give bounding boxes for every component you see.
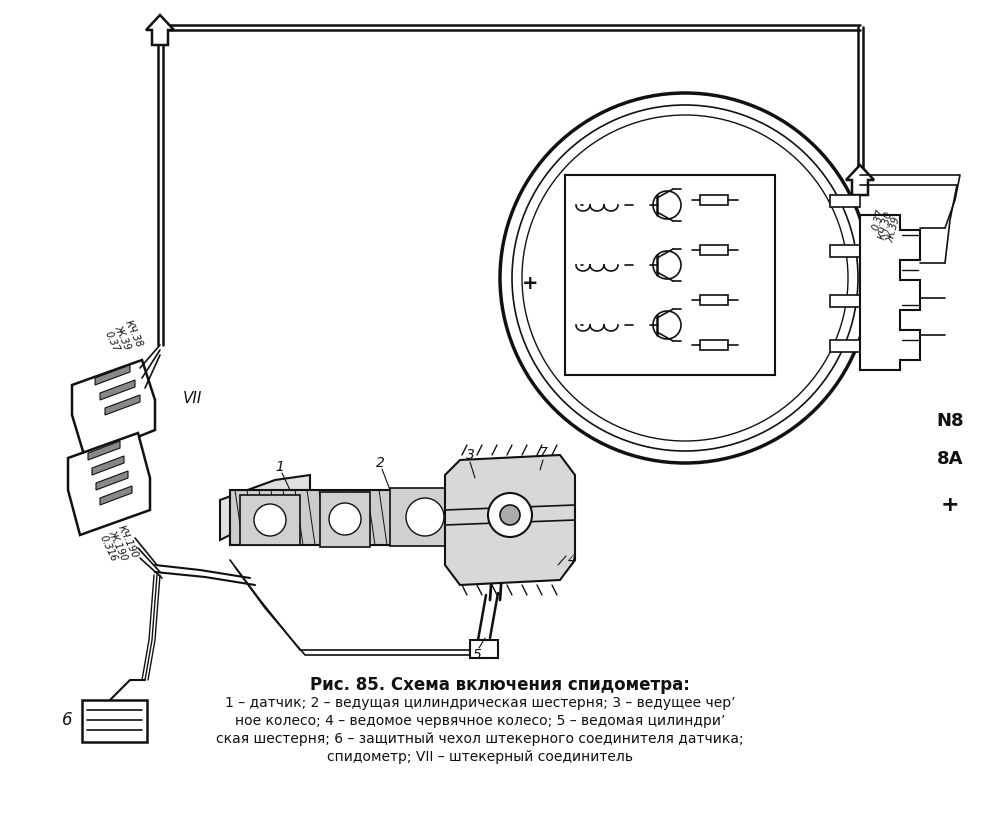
- Bar: [470, 640, 498, 658]
- Text: 7: 7: [539, 446, 547, 460]
- Polygon shape: [72, 360, 155, 458]
- Text: спидометр; VII – штекерный соединитель: спидометр; VII – штекерный соединитель: [327, 750, 633, 764]
- Circle shape: [495, 475, 545, 525]
- Text: 6: 6: [62, 711, 72, 729]
- Text: КЧ.190: КЧ.190: [116, 524, 140, 560]
- Bar: [565, 175, 775, 375]
- Bar: [830, 245, 860, 257]
- Polygon shape: [445, 455, 575, 585]
- Text: 2: 2: [376, 456, 384, 470]
- Bar: [700, 340, 728, 350]
- Bar: [82, 700, 147, 742]
- Text: VII: VII: [183, 391, 202, 406]
- Polygon shape: [92, 456, 124, 475]
- Text: +: +: [522, 273, 538, 292]
- Bar: [700, 295, 728, 305]
- Text: Ж.190: Ж.190: [107, 528, 129, 562]
- Text: ская шестерня; 6 – защитный чехол штекерного соединителя датчика;: ская шестерня; 6 – защитный чехол штекер…: [216, 732, 744, 746]
- Text: Ж.39: Ж.39: [886, 216, 902, 244]
- Polygon shape: [100, 380, 135, 400]
- Text: 4: 4: [568, 553, 576, 567]
- Text: 0.37: 0.37: [103, 330, 121, 354]
- Text: 0.37: 0.37: [870, 209, 886, 232]
- Text: +: +: [941, 495, 959, 515]
- Bar: [830, 195, 860, 207]
- Circle shape: [488, 493, 532, 537]
- Text: КЧ.30: КЧ.30: [877, 209, 895, 241]
- Polygon shape: [100, 486, 132, 505]
- Text: 1 – датчик; 2 – ведущая цилиндрическая шестерня; 3 – ведущее чер’: 1 – датчик; 2 – ведущая цилиндрическая ш…: [225, 696, 735, 710]
- Text: КЧ.38: КЧ.38: [123, 319, 145, 349]
- Text: N8: N8: [936, 412, 964, 430]
- Polygon shape: [88, 441, 120, 460]
- Circle shape: [500, 505, 520, 525]
- Bar: [830, 295, 860, 307]
- Polygon shape: [96, 471, 128, 490]
- Bar: [700, 195, 728, 205]
- Text: 0.316: 0.316: [98, 533, 118, 563]
- Polygon shape: [846, 165, 874, 195]
- Text: 8A: 8A: [937, 450, 963, 468]
- Text: 1: 1: [276, 460, 284, 474]
- Text: 3: 3: [466, 448, 474, 462]
- Text: Ж.39: Ж.39: [113, 324, 133, 352]
- Circle shape: [254, 504, 286, 536]
- Polygon shape: [95, 365, 130, 385]
- Text: ное колесо; 4 – ведомое червячное колесо; 5 – ведомая цилиндри’: ное колесо; 4 – ведомое червячное колесо…: [235, 714, 725, 728]
- Circle shape: [445, 460, 515, 530]
- Polygon shape: [105, 395, 140, 415]
- Circle shape: [406, 498, 444, 536]
- Text: 5: 5: [473, 648, 481, 662]
- Bar: [320, 492, 370, 547]
- Circle shape: [329, 503, 361, 535]
- Bar: [700, 245, 728, 255]
- Bar: [830, 340, 860, 352]
- Bar: [230, 490, 560, 545]
- Polygon shape: [146, 15, 174, 45]
- Polygon shape: [860, 215, 920, 370]
- Bar: [390, 488, 460, 546]
- Circle shape: [518, 508, 562, 552]
- Text: Рис. 85. Схема включения спидометра:: Рис. 85. Схема включения спидометра:: [310, 676, 690, 694]
- Polygon shape: [220, 475, 310, 540]
- Polygon shape: [68, 433, 150, 535]
- Bar: [240, 495, 300, 545]
